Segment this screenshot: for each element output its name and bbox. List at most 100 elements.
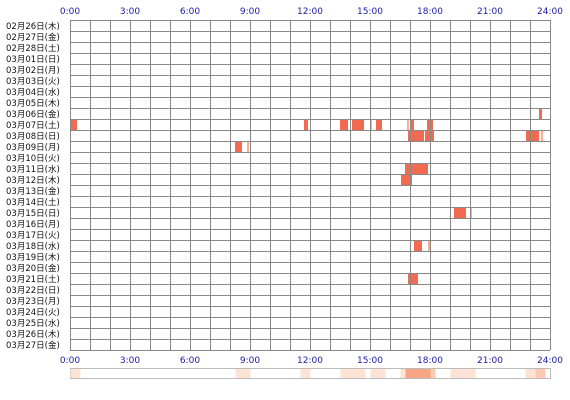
row-label: 03月05日(木) xyxy=(6,98,60,109)
top-tick-label: 12:00 xyxy=(297,7,323,17)
bottom-tick-label: 6:00 xyxy=(180,356,200,366)
summary-bin xyxy=(525,369,531,378)
summary-bin xyxy=(240,369,246,378)
activity-span xyxy=(401,175,412,185)
row-label: 02月27日(金) xyxy=(6,32,60,43)
summary-bin xyxy=(540,369,546,378)
summary-bin xyxy=(360,369,366,378)
row-label: 02月26日(木) xyxy=(6,21,60,32)
top-tick-label: 15:00 xyxy=(357,7,383,17)
activity-span xyxy=(526,131,539,141)
activity-span xyxy=(408,274,418,284)
summary-bin xyxy=(380,369,386,378)
row-label: 03月01日(日) xyxy=(6,55,60,65)
bottom-tick-label: 24:00 xyxy=(537,356,563,366)
row-label: 03月25日(水) xyxy=(6,318,60,329)
summary-bin xyxy=(340,369,346,378)
summary-bin xyxy=(370,369,376,378)
activity-span xyxy=(428,241,430,251)
activity-span xyxy=(235,142,242,152)
row-label: 03月09日(月) xyxy=(6,143,60,153)
row-label: 03月02日(月) xyxy=(6,66,60,76)
top-tick-label: 24:00 xyxy=(537,7,563,17)
summary-bin xyxy=(530,369,536,378)
summary-bin xyxy=(70,369,76,378)
row-label: 03月22日(日) xyxy=(6,286,60,296)
summary-bin xyxy=(350,369,356,378)
top-tick-label: 21:00 xyxy=(477,7,503,17)
summary-bin xyxy=(425,369,431,378)
summary-bin xyxy=(420,369,426,378)
row-label: 03月15日(日) xyxy=(6,209,60,219)
top-axis-ticks: 0:00 3:00 6:00 9:00 12:00 15:00 18:00 21:00 24:0… xyxy=(60,7,563,17)
summary-bin xyxy=(375,369,381,378)
activity-span xyxy=(340,120,348,130)
row-label: 03月08日(日) xyxy=(6,132,60,142)
row-label: 03月18日(水) xyxy=(6,241,60,252)
top-tick-label: 9:00 xyxy=(240,7,260,17)
row-label: 03月19日(木) xyxy=(6,252,60,263)
row-label: 03月24日(火) xyxy=(6,308,60,318)
activity-span xyxy=(71,120,77,130)
summary-bin xyxy=(345,369,351,378)
summary-bin xyxy=(400,369,406,378)
row-label: 03月23日(月) xyxy=(6,297,60,307)
summary-bin xyxy=(465,369,471,378)
summary-bin xyxy=(450,369,456,378)
row-label: 03月06日(金) xyxy=(6,109,60,120)
activity-span xyxy=(352,120,364,130)
summary-bin xyxy=(460,369,466,378)
row-label: 03月11日(水) xyxy=(6,164,60,175)
bottom-tick-label: 15:00 xyxy=(357,356,383,366)
top-tick-label: 3:00 xyxy=(120,7,140,17)
activity-span xyxy=(411,120,414,130)
row-label: 03月26日(木) xyxy=(6,329,60,340)
top-tick-label: 18:00 xyxy=(417,7,443,17)
bottom-axis-ticks: 0:00 3:00 6:00 9:00 12:00 15:00 18:00 21:00 24:0… xyxy=(60,356,563,366)
summary-bin xyxy=(405,369,411,378)
summary-strip xyxy=(70,368,551,379)
summary-bin xyxy=(355,369,361,378)
summary-bin xyxy=(300,369,306,378)
activity-span xyxy=(247,142,249,152)
row-label: 03月20日(金) xyxy=(6,263,60,274)
activity-span xyxy=(454,208,466,218)
row-label: 02月28日(土) xyxy=(6,43,60,54)
activity-span xyxy=(425,131,434,141)
summary-bin xyxy=(415,369,421,378)
summary-bin xyxy=(455,369,461,378)
row-label: 03月10日(火) xyxy=(6,154,60,164)
top-tick-label: 0:00 xyxy=(60,7,80,17)
summary-bin xyxy=(305,369,311,378)
summary-bin xyxy=(430,369,436,378)
summary-bin xyxy=(235,369,241,378)
activity-span xyxy=(539,109,542,119)
row-label: 03月21日(土) xyxy=(6,274,60,285)
bottom-tick-label: 0:00 xyxy=(60,356,80,366)
bottom-tick-label: 9:00 xyxy=(240,356,260,366)
summary-bin xyxy=(535,369,541,378)
row-label: 03月13日(金) xyxy=(6,186,60,197)
activity-span xyxy=(376,120,382,130)
row-label: 03月27日(金) xyxy=(6,340,60,351)
summary-bin xyxy=(410,369,416,378)
activity-span xyxy=(407,120,409,130)
row-label: 03月03日(火) xyxy=(6,77,60,87)
activity-span xyxy=(541,131,543,141)
summary-bin xyxy=(245,369,251,378)
summary-bin xyxy=(470,369,476,378)
top-tick-label: 6:00 xyxy=(180,7,200,17)
row-label: 03月14日(土) xyxy=(6,197,60,208)
activity-span xyxy=(408,131,424,141)
row-label: 03月12日(木) xyxy=(6,175,60,186)
activity-span xyxy=(414,241,422,251)
bottom-tick-label: 18:00 xyxy=(417,356,443,366)
activity-span xyxy=(405,164,428,174)
bottom-tick-label: 3:00 xyxy=(120,356,140,366)
bottom-tick-label: 21:00 xyxy=(477,356,503,366)
grid xyxy=(70,20,551,351)
bottom-tick-label: 12:00 xyxy=(297,356,323,366)
row-label: 03月04日(水) xyxy=(6,87,60,98)
row-label: 03月17日(火) xyxy=(6,231,60,241)
